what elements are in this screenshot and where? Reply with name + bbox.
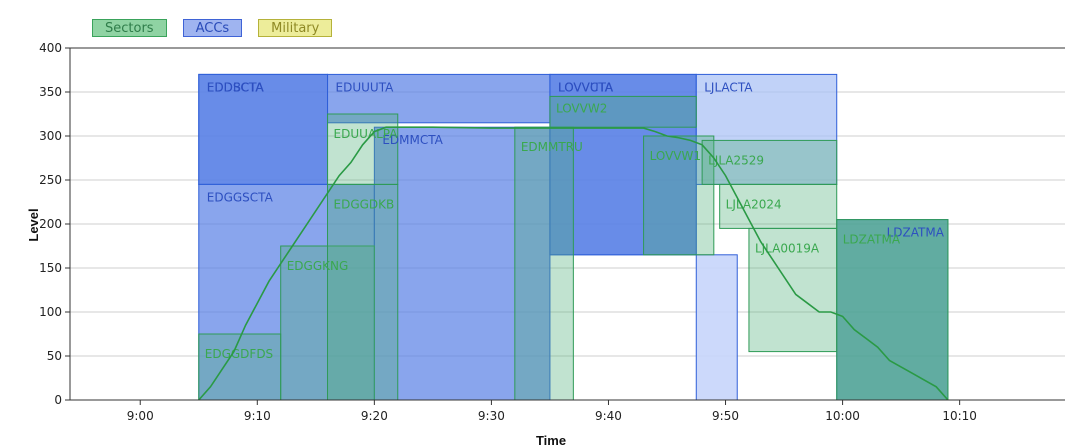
y-tick-label: 50 <box>47 349 62 363</box>
acc-block-edggscta <box>198 183 375 401</box>
flight-profile <box>198 126 949 401</box>
y-tick-label: 350 <box>39 85 62 99</box>
sector-label-lovvw1: LOVVW1 <box>650 149 701 163</box>
legend-accs-toggle[interactable]: ACCs <box>182 19 243 37</box>
sector-label-ljla2529: LJLA2529 <box>708 153 764 167</box>
x-tick-label: 9:00 <box>127 409 154 423</box>
sector-block-lovvw2 <box>549 95 697 128</box>
x-tick-label: 9:10 <box>244 409 271 423</box>
axes: 0 50 100 150 200 250 300 350 400 9:00 9:10 9:20 9:30… <box>39 41 1065 423</box>
acc-label-eddscta: EDDSCTA <box>207 80 264 94</box>
chart-legend: Sectors ACCs Military <box>92 19 333 39</box>
sector-label-edmmtru: EDMMTRU <box>521 140 583 154</box>
sector-label-lovvw2: LOVVW2 <box>556 101 607 115</box>
acc-block-lovvuta <box>549 73 697 256</box>
acc-label-edmmcta: EDMMCTA <box>382 133 443 147</box>
flight-profile-line <box>198 126 949 401</box>
sector-block-ljla2024 <box>719 183 838 229</box>
x-tick-label: 9:50 <box>712 409 739 423</box>
acc-label-lovvcta: LOVVCTA <box>558 80 614 94</box>
sector-label-edggdfds: EDGGDFDS <box>205 347 273 361</box>
acc-label-ljlacta: LJLACTA <box>704 80 753 94</box>
acc-label-eddbcta: EDDBCTA <box>207 80 265 94</box>
x-tick-label: 9:30 <box>478 409 505 423</box>
sector-block-edggdkb <box>327 183 399 401</box>
sector-label-edggdkb: EDGGDKB <box>334 197 395 211</box>
y-tick-label: 300 <box>39 129 62 143</box>
acc-block-eduuuta <box>327 73 551 124</box>
sector-label-ljla0019a: LJLA0019A <box>755 241 820 255</box>
acc-block-ljla-low <box>695 254 738 401</box>
x-axis-title: Time <box>536 433 566 448</box>
sector-label-edggkng: EDGGKNG <box>287 259 349 273</box>
acc-label-edggscta: EDGGSCTA <box>207 190 274 204</box>
acc-label-eduuuta: EDUUUTA <box>336 80 395 94</box>
y-tick-label: 100 <box>39 305 62 319</box>
sector-label-ljla2024: LJLA2024 <box>726 197 782 211</box>
y-tick-label: 200 <box>39 217 62 231</box>
sector-block-edmmtru <box>514 126 574 401</box>
sector-block-eduualpa <box>327 113 399 185</box>
sector-blocks <box>198 95 949 401</box>
legend-sectors-toggle[interactable]: Sectors <box>92 19 167 37</box>
sector-block-ldzatma <box>836 219 949 401</box>
sector-label-eduualpa: EDUUALPA <box>334 127 399 141</box>
x-tick-label: 10:00 <box>825 409 860 423</box>
y-tick-label: 400 <box>39 41 62 55</box>
acc-label-lovvuta: LOVVUTA <box>558 80 614 94</box>
x-tick-label: 9:20 <box>361 409 388 423</box>
acc-label-ldzatma: LDZATMA <box>887 226 945 240</box>
legend-military-toggle[interactable]: Military <box>258 19 333 37</box>
y-tick-label: 150 <box>39 261 62 275</box>
x-tick-label: 10:10 <box>942 409 977 423</box>
y-tick-label: 250 <box>39 173 62 187</box>
sector-block-edggdfds <box>198 333 282 401</box>
sector-block-ljla2529 <box>701 139 838 185</box>
x-tick-label: 9:40 <box>595 409 622 423</box>
sector-label-ldzatma: LDZATMA <box>843 233 901 247</box>
acc-block-edmmcta <box>373 126 551 401</box>
acc-block-eddbcta <box>198 73 329 185</box>
y-axis-title: Level <box>26 208 41 241</box>
y-tick-label: 0 <box>54 393 62 407</box>
